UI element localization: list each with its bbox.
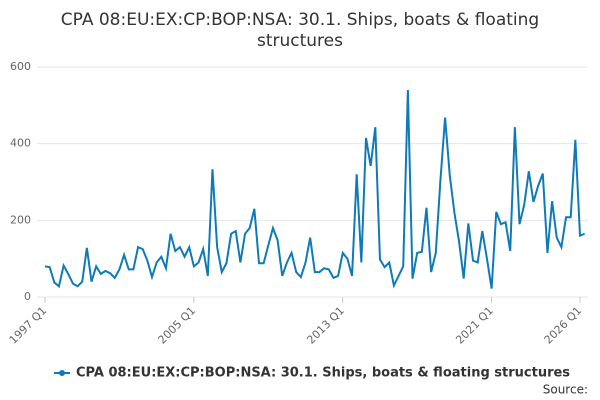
x-tick-label: 2013 Q1 [304,304,347,347]
y-tick-label: 0 [24,290,31,303]
x-tick-label: 2005 Q1 [156,304,199,347]
x-tick-label: 2021 Q1 [453,304,496,347]
source: Source: [543,383,588,397]
chart-title: CPA 08:EU:EX:CP:BOP:NSA: 30.1. Ships, bo… [61,10,539,51]
y-tick-label: 400 [10,137,31,150]
legend-label: CPA 08:EU:EX:CP:BOP:NSA: 30.1. Ships, bo… [76,366,570,381]
x-tick-label: 2026 Q1 [542,304,585,347]
y-tick-label: 600 [10,60,31,73]
legend-marker [59,370,65,376]
y-tick-label: 200 [10,213,31,226]
x-tick-label: 1997 Q1 [7,304,50,347]
data-line [44,89,586,289]
